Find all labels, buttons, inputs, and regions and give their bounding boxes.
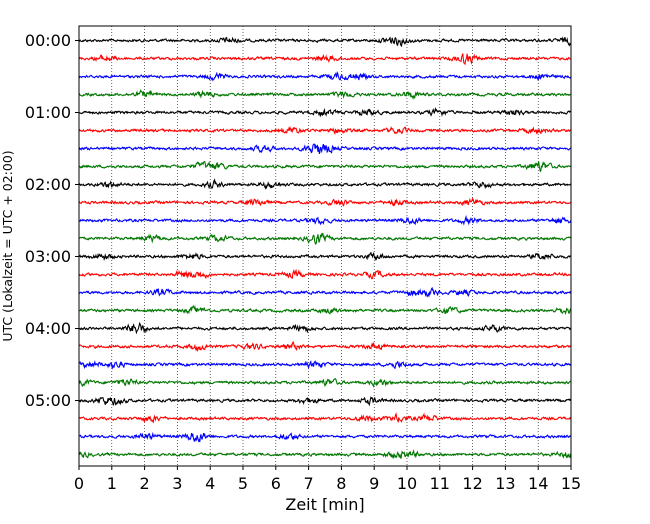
y-tick-label-0: 00:00 xyxy=(25,31,71,50)
x-axis-ticks: 0 1 2 3 4 5 6 7 8 9 10 11 12 13 14 15 xyxy=(74,466,581,493)
trace-row-19 xyxy=(78,377,572,388)
x-axis-label: Zeit [min] xyxy=(285,495,364,514)
x-tick-label-6: 6 xyxy=(271,474,281,493)
trace-row-18 xyxy=(78,359,572,370)
x-tick-label-13: 13 xyxy=(495,474,515,493)
x-tick-label-7: 7 xyxy=(304,474,314,493)
x-tick-label-0: 0 xyxy=(74,474,84,493)
trace-row-22 xyxy=(78,431,572,443)
trace-row-23 xyxy=(78,449,572,459)
x-tick-label-8: 8 xyxy=(336,474,346,493)
x-tick-label-10: 10 xyxy=(397,474,417,493)
trace-row-8 xyxy=(78,178,572,190)
vertical-grid xyxy=(111,26,539,466)
trace-row-4 xyxy=(78,107,572,118)
y-tick-label-12: 03:00 xyxy=(25,247,71,266)
trace-row-14 xyxy=(78,286,572,298)
y-tick-label-16: 04:00 xyxy=(25,319,71,338)
x-tick-label-1: 1 xyxy=(107,474,117,493)
trace-layer xyxy=(78,36,572,459)
trace-row-11 xyxy=(78,232,572,246)
x-tick-label-4: 4 xyxy=(205,474,215,493)
trace-row-16 xyxy=(78,321,572,335)
x-tick-label-11: 11 xyxy=(430,474,450,493)
trace-row-12 xyxy=(78,251,572,262)
x-tick-label-12: 12 xyxy=(462,474,482,493)
trace-row-7 xyxy=(78,160,572,172)
trace-row-3 xyxy=(78,89,572,101)
trace-row-21 xyxy=(78,412,572,424)
trace-row-9 xyxy=(78,197,572,207)
trace-row-0 xyxy=(78,36,572,48)
trace-row-15 xyxy=(78,304,572,316)
y-tick-label-8: 02:00 xyxy=(25,175,71,194)
y-tick-label-20: 05:00 xyxy=(25,391,71,410)
trace-row-20 xyxy=(78,396,572,407)
x-tick-label-5: 5 xyxy=(238,474,248,493)
y-axis-ticks: 00:00 01:00 02:00 03:00 04:00 05:00 xyxy=(25,31,79,410)
trace-row-1 xyxy=(78,53,572,66)
x-tick-label-2: 2 xyxy=(140,474,150,493)
trace-row-17 xyxy=(78,341,572,352)
plot-frame xyxy=(78,25,572,467)
x-tick-label-14: 14 xyxy=(528,474,548,493)
trace-row-10 xyxy=(78,214,572,226)
y-axis-label: UTC (Lokalzeit = UTC + 02:00) xyxy=(0,150,15,341)
x-tick-label-3: 3 xyxy=(172,474,182,493)
trace-row-6 xyxy=(78,143,572,155)
trace-row-2 xyxy=(78,71,572,82)
trace-row-5 xyxy=(78,125,572,136)
y-tick-label-4: 01:00 xyxy=(25,103,71,122)
x-tick-label-9: 9 xyxy=(369,474,379,493)
trace-row-13 xyxy=(78,268,572,280)
x-tick-label-15: 15 xyxy=(561,474,581,493)
